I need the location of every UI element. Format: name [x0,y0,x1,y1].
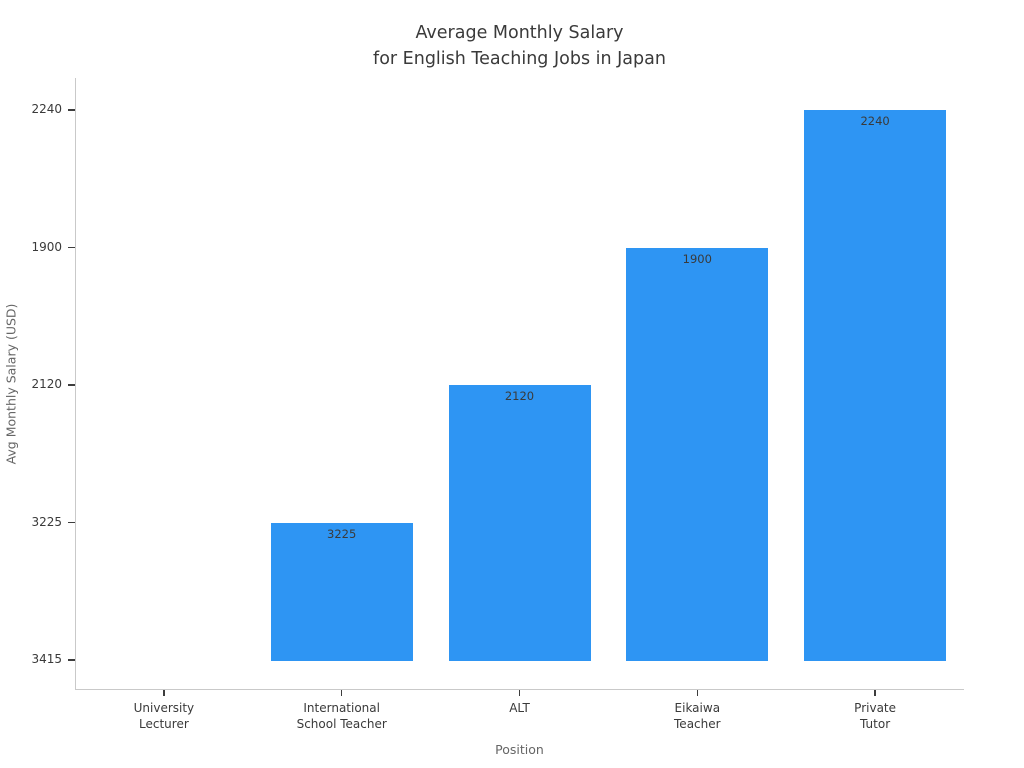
x-tick-label-line: Eikaiwa [674,701,721,715]
x-tick-label-line: University [133,701,195,715]
x-tick-label-line: School Teacher [296,717,387,731]
y-tick-mark [68,659,75,661]
bar-value-label-private-tutor: 2240 [860,114,890,128]
plot-area: University Lecturer 3225 International Schoo… [31,78,964,731]
bar-eikaiwa-teacher: 1900 [626,247,769,661]
y-tick-mark [68,109,75,111]
y-tick-mark [68,521,75,524]
bar-value-label-alt: 2120 [504,389,535,403]
x-tick-label-line: ALT [509,701,530,715]
x-tick-label-line: Private [854,701,897,715]
x-tick-label-university-lecturer: University Lecturer [74,700,254,732]
chart-title: Average Monthly Salary for English Teach… [75,20,964,72]
x-tick-mark [518,690,521,696]
chart-title-line-2: for English Teaching Jobs in Japan [373,49,666,69]
x-tick-label-line: Tutor [860,717,891,731]
bar-value-label-international-school-teacher: 3225 [327,526,357,541]
x-tick-label-international-school-teacher: International School Teacher [252,700,432,732]
x-tick-label-line: International [303,701,380,715]
x-tick-label-eikaiwa-teacher: Eikaiwa Teacher [607,700,787,732]
bar-alt: 2120 [448,385,591,661]
x-axis-line [75,689,964,690]
bar-international-school-teacher: 3225 [270,522,413,661]
y-tick-label-2120: 2120 [31,377,62,391]
bar-private-tutor: 2240 [804,110,947,661]
x-tick-mark [163,690,165,696]
x-tick-label-alt: ALT [430,700,610,716]
bar-value-label-eikaiwa-teacher: 1900 [682,251,712,266]
x-tick-mark [696,690,699,696]
y-axis-title: Avg Monthly Salary (USD) [3,303,19,465]
x-tick-label-private-tutor: Private Tutor [785,700,965,732]
y-tick-label-1900: 1900 [31,239,62,254]
y-tick-mark [68,384,75,386]
x-tick-mark [340,690,343,696]
y-axis-line [75,78,76,690]
y-tick-label-2240: 2240 [31,102,62,116]
y-tick-mark [68,246,75,249]
chart-title-line-1: Average Monthly Salary [415,23,624,43]
x-tick-mark [874,690,876,696]
y-tick-label-3415: 3415 [31,652,62,666]
x-axis-title: Position [495,742,544,757]
x-tick-label-line: Teacher [674,717,721,731]
y-tick-label-3225: 3225 [31,514,62,529]
x-tick-label-line: Lecturer [139,717,189,731]
